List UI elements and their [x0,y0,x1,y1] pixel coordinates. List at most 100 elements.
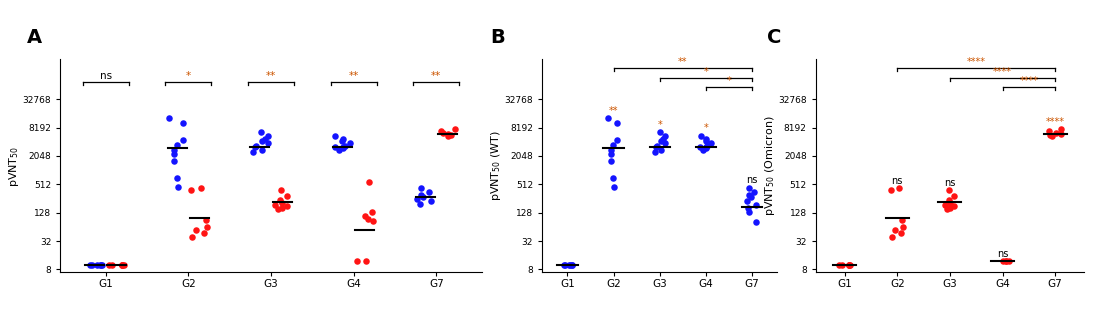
Point [604,184,622,189]
Point [890,186,908,191]
Point [994,259,1012,264]
Text: *: * [703,67,708,77]
Point [92,262,110,267]
Point [941,188,958,193]
Point [334,144,351,149]
Point [560,262,577,267]
Point [698,144,715,149]
Point [699,143,716,148]
Point [174,121,192,126]
Point [273,205,290,210]
Point [91,262,108,267]
Point [246,145,264,150]
Point [187,228,205,233]
Point [256,136,274,141]
Point [646,149,664,154]
Point [334,146,351,151]
Point [334,139,351,144]
Point [439,134,457,139]
Text: C: C [768,28,782,47]
Point [104,262,122,267]
Point [359,216,377,221]
Point [169,142,186,147]
Point [82,262,100,267]
Point [1052,132,1070,137]
Point [604,175,622,180]
Point [741,195,759,200]
Point [253,147,270,152]
Point [1041,133,1059,138]
Y-axis label: pVNT$_{50}$: pVNT$_{50}$ [8,145,21,187]
Text: ****: **** [1046,117,1064,127]
Point [446,127,463,132]
Point [408,197,426,202]
Point [165,147,183,152]
Text: *: * [703,123,708,133]
Point [412,185,429,190]
Point [1052,127,1070,132]
Point [556,262,574,267]
Text: *: * [186,71,191,81]
Point [278,204,296,209]
Point [260,141,277,146]
Point [420,189,438,194]
Point [555,262,573,267]
Point [269,206,287,211]
Point [692,145,710,150]
Point [274,200,291,205]
Text: **: ** [266,71,276,81]
Point [326,145,344,150]
Point [602,152,620,157]
Point [945,204,963,209]
Point [647,145,665,150]
Point [434,131,451,136]
Point [883,188,900,193]
Point [415,195,433,200]
Y-axis label: pVNT$_{50}$ (WT): pVNT$_{50}$ (WT) [489,130,503,202]
Text: *: * [727,76,731,86]
Text: **: ** [348,71,359,81]
Point [886,228,903,233]
Point [442,133,460,138]
Point [182,188,199,193]
Point [604,142,622,147]
Point [1042,134,1060,139]
Point [692,133,710,138]
Point [602,147,620,152]
Text: ns: ns [891,176,903,186]
Point [942,200,959,205]
Point [841,262,858,267]
Point [165,152,183,157]
Point [254,139,272,144]
Point [895,224,912,229]
Point [197,218,215,223]
Point [936,203,954,208]
Point [740,193,758,198]
Point [940,197,957,202]
Point [423,198,440,203]
Point [747,202,764,207]
Point [884,234,901,239]
Point [698,146,715,151]
Text: ns: ns [100,71,112,81]
Point [198,224,216,229]
Point [326,133,344,138]
Point [563,262,580,267]
Point [89,262,106,267]
Point [1040,129,1058,134]
Point [336,143,354,148]
Point [740,210,758,215]
Point [654,136,671,141]
Point [174,137,192,142]
Point [330,147,347,152]
Text: ns: ns [944,178,956,188]
Text: ****: **** [1019,76,1038,86]
Point [563,262,580,267]
Point [93,262,111,267]
Point [433,129,450,134]
Point [602,158,620,163]
Point [945,193,963,198]
Text: **: ** [431,71,441,81]
Point [168,175,185,180]
Point [252,130,269,135]
